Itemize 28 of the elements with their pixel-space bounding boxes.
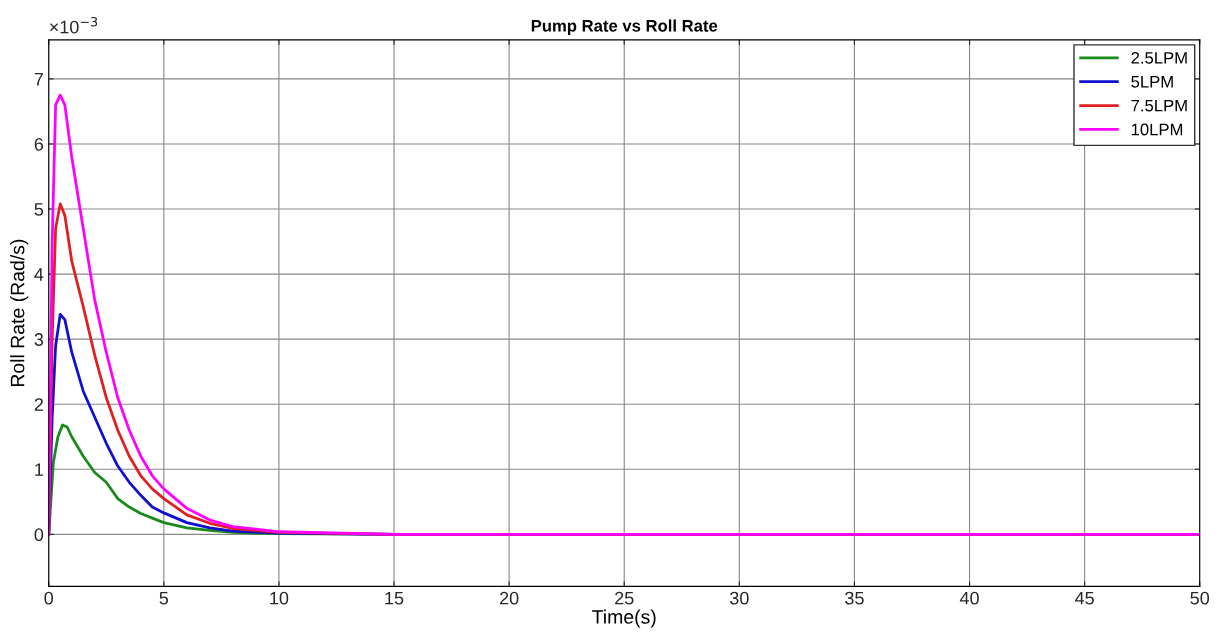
y-tick-label: 5: [34, 203, 44, 216]
legend-label: 7.5LPM: [1131, 99, 1187, 112]
x-tick-label: 5: [159, 591, 169, 605]
x-tick-label: 20: [499, 591, 519, 605]
x-tick-label: 10: [270, 591, 289, 605]
legend-label: 2.5LPM: [1131, 51, 1187, 64]
legend-label: 10LPM: [1131, 123, 1183, 136]
x-tick-label: 15: [385, 591, 404, 605]
legend-label: 5LPM: [1131, 76, 1173, 88]
x-axis-title: Time(s): [592, 609, 656, 628]
x-tick-label: 25: [615, 591, 634, 605]
x-tick-label: 50: [1190, 591, 1210, 605]
y-tick-label: 0: [34, 528, 44, 542]
line-series: [48, 93, 1200, 536]
y-tick-label: 2: [34, 398, 43, 411]
text: ×10$^{−3}$: [49, 16, 98, 34]
x-tick-label: 40: [959, 591, 979, 605]
y-tick-label: 4: [34, 268, 44, 281]
x-tick-label: 30: [729, 591, 749, 605]
x-tick-label: 35: [845, 591, 864, 605]
y-axis-title: Roll Rate (Rad/s): [10, 239, 29, 387]
y-tick-label: 1: [35, 463, 43, 476]
y-tick-label: 6: [34, 137, 44, 151]
y-tick-label: 3: [34, 333, 44, 346]
x-tick-label: 0: [44, 591, 54, 605]
chart-title: Pump Rate vs Roll Rate: [531, 19, 718, 35]
x-tick-label: 45: [1075, 591, 1094, 605]
y-tick-label: 7: [34, 73, 43, 86]
